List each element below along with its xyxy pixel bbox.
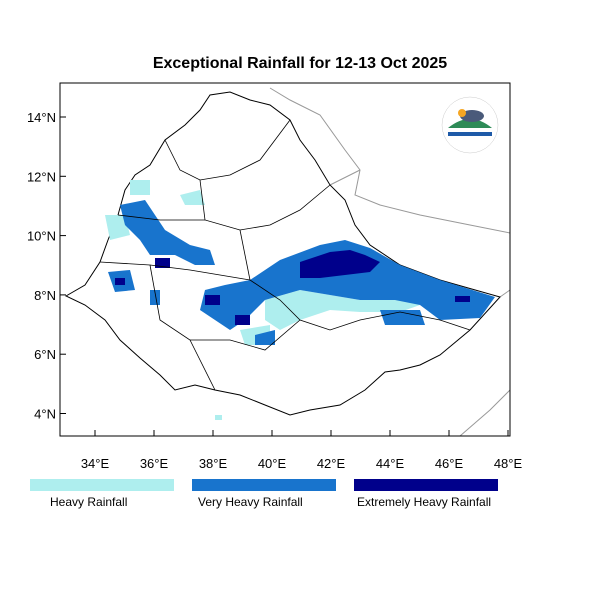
lon-tick-label: 48°E (494, 456, 523, 471)
lon-tick-label: 42°E (317, 456, 346, 471)
lon-tick-label: 34°E (81, 456, 110, 471)
lat-tick-label: 12°N (27, 169, 56, 184)
neighbour-borders (269, 87, 511, 437)
map-title: Exceptional Rainfall for 12-13 Oct 2025 (152, 55, 448, 72)
legend-label-extremely-heavy: Extremely Heavy Rainfall (357, 495, 492, 509)
legend-label-heavy: Heavy Rainfall (50, 495, 128, 509)
lat-tick-label: 10°N (27, 229, 56, 244)
plot-frame (59, 82, 511, 437)
lon-tick-label: 46°E (435, 456, 464, 471)
lon-tick-label: 44°E (376, 456, 405, 471)
region-borders (99, 119, 471, 391)
legend-label-very-heavy: Very Heavy Rainfall (198, 495, 303, 509)
rainfall-extremely-heavy (115, 250, 470, 325)
lat-tick-label: 8°N (34, 288, 56, 303)
lat-tick-label: 14°N (27, 110, 56, 125)
ethiopia-outline (64, 91, 501, 416)
legend-swatch-extremely-heavy (354, 479, 498, 491)
lon-tick-label: 36°E (140, 456, 169, 471)
lon-tick-label: 40°E (258, 456, 287, 471)
lat-tick-label: 4°N (34, 407, 56, 422)
legend-swatch-heavy (30, 479, 174, 491)
institute-logo (441, 96, 499, 154)
lon-tick-label: 38°E (199, 456, 228, 471)
legend-swatch-very-heavy (192, 479, 336, 491)
lat-tick-label: 6°N (34, 347, 56, 362)
axis-ticks: 14°N 12°N 10°N 8°N 6°N 4°N 34°E 36°E 38°E 40°E 42°… (27, 110, 523, 471)
